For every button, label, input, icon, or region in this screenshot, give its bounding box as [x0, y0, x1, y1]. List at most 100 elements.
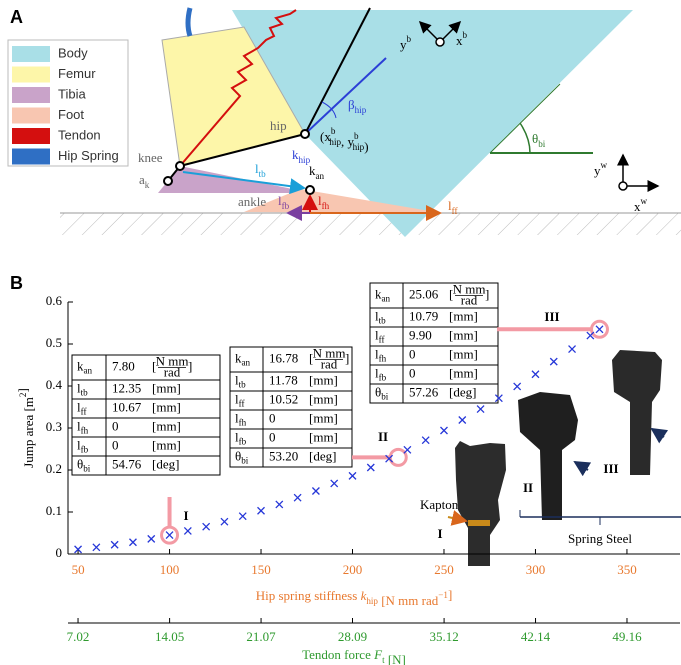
legend-swatch	[12, 66, 50, 83]
y-tick-label: 0.2	[46, 461, 62, 476]
superscript: w	[601, 160, 608, 170]
text-part: x	[634, 199, 641, 214]
subscript: fb	[239, 437, 247, 447]
row-value: 10.79	[409, 308, 438, 323]
text-part: x	[456, 33, 463, 48]
text-part: [N]	[385, 652, 406, 665]
diagram-label: khip	[292, 147, 311, 165]
superscript: −1	[438, 590, 448, 600]
body	[232, 10, 633, 237]
diagram-label: xw	[634, 196, 648, 214]
unit-bracket: [	[152, 358, 156, 373]
scatter-point	[458, 416, 467, 424]
scatter-point	[366, 463, 375, 472]
subscript: bi	[83, 464, 91, 474]
symbol: θ	[77, 456, 83, 471]
row-unit: [mm]	[309, 429, 338, 444]
subscript: fb	[81, 445, 89, 455]
row-unit: [mm]	[449, 308, 478, 323]
text-part: , y	[341, 134, 355, 149]
y-tick-label: 0.4	[46, 377, 63, 392]
photo-label: II	[523, 480, 533, 495]
text-part: y	[594, 163, 601, 178]
row-symbol: lff	[375, 327, 385, 344]
unit-bracket: ]	[345, 350, 349, 365]
superscript: b	[407, 34, 412, 44]
subscript: t	[382, 655, 385, 665]
row-value: 0	[409, 346, 416, 361]
scatter-point	[293, 493, 302, 502]
diagram-label: lfh	[318, 193, 330, 211]
legend-label: Tendon	[58, 127, 101, 142]
diagram-label: yb	[400, 34, 412, 52]
x2-tick-label: 14.05	[155, 629, 184, 644]
unit-num: N mm	[156, 353, 189, 368]
row-unit: [mm]	[152, 437, 181, 452]
text-part: k	[361, 588, 367, 603]
row-symbol: lfh	[375, 346, 387, 363]
unit-num: N mm	[313, 345, 346, 360]
subscript: hip	[299, 155, 311, 165]
diagram-label: hip	[270, 118, 287, 133]
subscript: an	[242, 358, 251, 368]
ankle-joint	[305, 185, 315, 195]
ground-hatch	[60, 213, 681, 235]
row-symbol: θbi	[77, 456, 91, 473]
scatter-point	[238, 512, 247, 521]
row-symbol: kan	[375, 286, 391, 303]
row-value: 25.06	[409, 286, 439, 301]
legend-swatch	[12, 128, 50, 144]
scatter-point	[110, 540, 119, 549]
x2-tick-label: 42.14	[521, 629, 551, 644]
x2-tick-label: 35.12	[429, 629, 458, 644]
subscript: fb	[282, 201, 290, 211]
subscript: bi	[381, 392, 389, 402]
scatter-point	[92, 543, 101, 552]
row-value: 11.78	[269, 372, 298, 387]
subscript: an	[316, 171, 325, 181]
row-unit: [deg]	[309, 448, 336, 463]
scatter-point	[311, 487, 320, 495]
y-tick-label: 0	[56, 545, 63, 560]
symbol: l	[77, 418, 81, 433]
beta-arc	[321, 101, 337, 119]
subscript: fb	[379, 373, 387, 383]
photo-iii	[612, 350, 662, 475]
legend-swatch	[12, 107, 50, 124]
y-tick-label: 0.3	[46, 419, 62, 434]
row-unit: [mm]	[152, 380, 181, 395]
text-part: Jump area [m	[21, 397, 36, 468]
highlight-label: II	[378, 429, 388, 444]
row-value: 10.52	[269, 391, 298, 406]
row-symbol: lff	[235, 391, 245, 408]
subscript: ff	[379, 335, 386, 345]
scatter-point	[257, 506, 265, 515]
tendon	[179, 9, 297, 167]
subscript: ff	[452, 206, 459, 216]
subscript: hip	[329, 137, 341, 147]
symbol: k	[375, 286, 382, 301]
symbol: l	[77, 437, 81, 452]
kapton-band	[468, 520, 490, 526]
photo-label: I	[437, 526, 442, 541]
row-unit: [mm]	[449, 346, 478, 361]
row-value: 16.78	[269, 350, 298, 365]
table-frame	[369, 282, 499, 404]
ltb-arrow	[182, 171, 306, 195]
unit-bracket: ]	[188, 358, 192, 373]
row-symbol: θbi	[375, 384, 389, 401]
scatter-point	[586, 331, 595, 340]
panel-a-drawing	[7, 7, 681, 237]
subscript: k	[145, 180, 150, 190]
scatter-point	[568, 345, 577, 353]
row-unit: [mm]	[309, 372, 338, 387]
body-frame	[435, 37, 445, 47]
panel-tag: A	[10, 7, 23, 27]
row-value: 9.90	[409, 327, 432, 342]
legend-swatch	[12, 87, 50, 103]
unit-bracket: [	[449, 286, 453, 301]
row-value: 57.26	[409, 384, 439, 399]
symbol: l	[77, 399, 81, 414]
